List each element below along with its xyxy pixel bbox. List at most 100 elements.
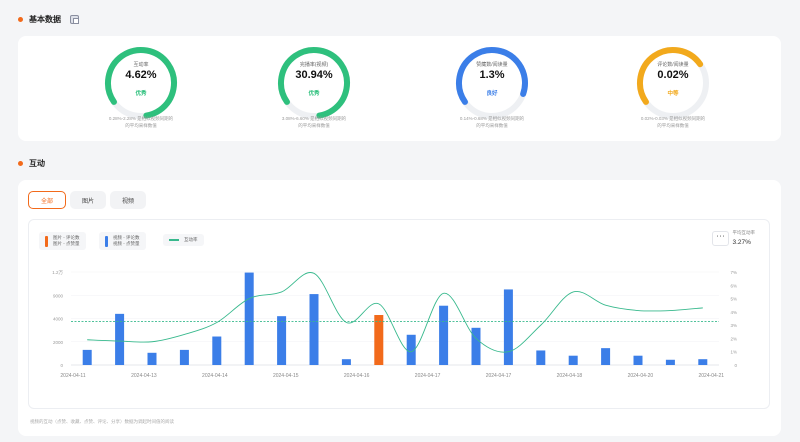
interaction-card [18, 180, 781, 436]
metric-label: 赞藏数/阅读量 [476, 62, 508, 68]
y-right-tick-label: 0 [734, 363, 737, 368]
chart-bar [536, 350, 546, 365]
chart-bar [82, 349, 92, 365]
gauge-ring [277, 46, 351, 120]
y-left-tick-label: 1.2万 [52, 270, 63, 276]
metric-value: 0.02% [657, 69, 689, 81]
gauge-ring [455, 46, 529, 120]
metric-comments-per-read: 评论数/阅读量 0.02% 中等 0.02%-0.03% 是相似视频同期的 的平均… [588, 36, 758, 141]
gauge-arc [105, 47, 177, 119]
chart-bar [309, 294, 319, 365]
y-right-tick-label: 4% [730, 310, 737, 315]
metric-value: 4.62% [125, 69, 157, 81]
chart-bar [568, 355, 578, 365]
x-tick-label: 2024-04-17 [415, 373, 441, 379]
chart-bar [147, 352, 157, 365]
metric-rating: 良好 [486, 91, 498, 97]
legend-swatch-blue [105, 235, 108, 247]
metric-description: 0.02%-0.03% 是相似视频同期的 的平均采样数值 [640, 116, 706, 128]
x-tick-label: 2024-04-15 [273, 373, 299, 379]
gauge-arc [637, 47, 709, 119]
chart-bar [698, 359, 708, 365]
metric-interaction-rate: 互动率 4.62% 优秀 0.28%-2.28% 是相似视频同期的 的平均采样数值 [56, 36, 226, 141]
metric-rating: 中等 [667, 91, 679, 97]
chart-bar [406, 334, 416, 365]
metric-likes-per-read: 赞藏数/阅读量 1.3% 良好 0.14%-0.68% 是相似视频同期的 的平均采… [407, 36, 577, 141]
metric-description: 0.14%-0.68% 是相似视频同期的 的平均采样数值 [459, 116, 525, 128]
chart-bar [601, 348, 611, 365]
y-right-tick-label: 6% [730, 283, 737, 288]
basic-title-text: 基本数据 [29, 15, 61, 24]
average-rate-panel: 平均互动率 3.27% [733, 230, 756, 246]
metric-label: 评论数/阅读量 [657, 62, 689, 68]
chart-bar [471, 327, 481, 365]
x-tick-label: 2024-04-13 [131, 373, 157, 379]
y-left-tick-label: 4000 [53, 317, 64, 322]
tab-images[interactable]: 图片 [70, 191, 107, 209]
basic-data-card: 互动率 4.62% 优秀 0.28%-2.28% 是相似视频同期的 的平均采样数值… [18, 36, 781, 141]
content-type-tabs: 全部 图片 视频 [28, 191, 147, 209]
copy-icon[interactable] [70, 15, 79, 24]
metric-completion-rate: 完播率(视频) 30.94% 优秀 3.08%-6.60% 是相似视频同期的 的平… [229, 36, 399, 141]
basic-section-title: 基本数据 [18, 14, 79, 25]
interaction-section-title: 互动 [18, 158, 45, 169]
tab-all[interactable]: 全部 [28, 191, 67, 209]
x-tick-label: 2024-04-11 [60, 373, 85, 379]
y-left-tick-label: 2000 [53, 340, 64, 345]
interaction-title-text: 互动 [29, 159, 45, 168]
y-right-tick-label: 2% [730, 336, 737, 341]
y-left-tick-label: 9000 [53, 293, 64, 298]
tab-videos[interactable]: 视频 [110, 191, 147, 209]
y-left-tick-label: 0 [60, 363, 63, 368]
legend-image-text: 图片 - 评论数 图片 - 点赞量 [53, 235, 80, 246]
average-rate-value: 3.27% [732, 239, 751, 246]
gauge-arc [278, 47, 350, 119]
y-right-tick-label: 1% [730, 350, 737, 355]
metric-rating: 优秀 [308, 91, 320, 97]
x-tick-label: 2024-04-21 [698, 373, 724, 379]
chart-bar [633, 355, 643, 365]
metric-value: 1.3% [479, 69, 505, 81]
y-right-tick-label: 3% [730, 323, 737, 328]
legend-swatch-orange [45, 235, 48, 247]
y-right-tick-label: 7% [730, 270, 737, 275]
legend-video[interactable]: 视频 - 评论数 视频 - 点赞量 [99, 232, 146, 250]
x-tick-label: 2024-04-17 [486, 373, 512, 379]
chart-bar [179, 349, 189, 365]
y-right-tick-label: 5% [730, 297, 737, 302]
x-tick-label: 2024-04-20 [628, 373, 654, 379]
interaction-chart-panel: 图片 - 评论数 图片 - 点赞量 视频 - 评论数 视频 - 点赞量 互动率 ⋯ … [28, 219, 770, 409]
x-tick-label: 2024-04-14 [202, 373, 228, 379]
chart-bar [212, 336, 222, 365]
legend-rate-text: 互动率 [184, 237, 198, 242]
legend-video-text: 视频 - 评论数 视频 - 点赞量 [113, 235, 140, 246]
metric-rating: 优秀 [135, 91, 147, 97]
metric-description: 0.28%-2.28% 是相似视频同期的 的平均采样数值 [108, 116, 174, 128]
metric-value: 30.94% [295, 69, 333, 81]
chart-bar [341, 359, 351, 365]
metric-label: 完播率(视频) [299, 62, 329, 68]
chart-bar [115, 313, 125, 365]
gauge-ring [104, 46, 178, 120]
section-dot [18, 161, 23, 166]
gauge-ring [636, 46, 710, 120]
chart-bar [277, 316, 287, 365]
x-tick-label: 2024-04-16 [344, 373, 370, 379]
gauge-arc [456, 47, 528, 119]
section-dot [18, 17, 23, 22]
x-tick-label: 2024-04-18 [557, 373, 583, 379]
legend-image[interactable]: 图片 - 评论数 图片 - 点赞量 [39, 232, 86, 250]
interaction-chart: 0 2000 4000 9000 1.2万 0 1% 2% 3% 4% 5% 6% 7% 2024-04-… [52, 270, 737, 379]
chart-bar [665, 359, 675, 365]
chart-footnote: 视频的互动（点赞、收藏、点赞、评论、分享）数据为调起时间值的阅读 [30, 419, 174, 424]
average-rate-label: 平均互动率 [732, 230, 756, 235]
chart-bar [439, 305, 449, 365]
metric-description: 3.08%-6.60% 是相似视频同期的 的平均采样数值 [281, 116, 347, 128]
interaction-rate-line [87, 272, 703, 353]
more-options-button[interactable]: ⋯ [712, 231, 729, 246]
legend-line-green [169, 239, 179, 241]
legend-rate[interactable]: 互动率 [163, 234, 204, 246]
chart-bar [503, 289, 513, 365]
chart-bar [374, 315, 384, 365]
metric-label: 互动率 [133, 62, 149, 68]
